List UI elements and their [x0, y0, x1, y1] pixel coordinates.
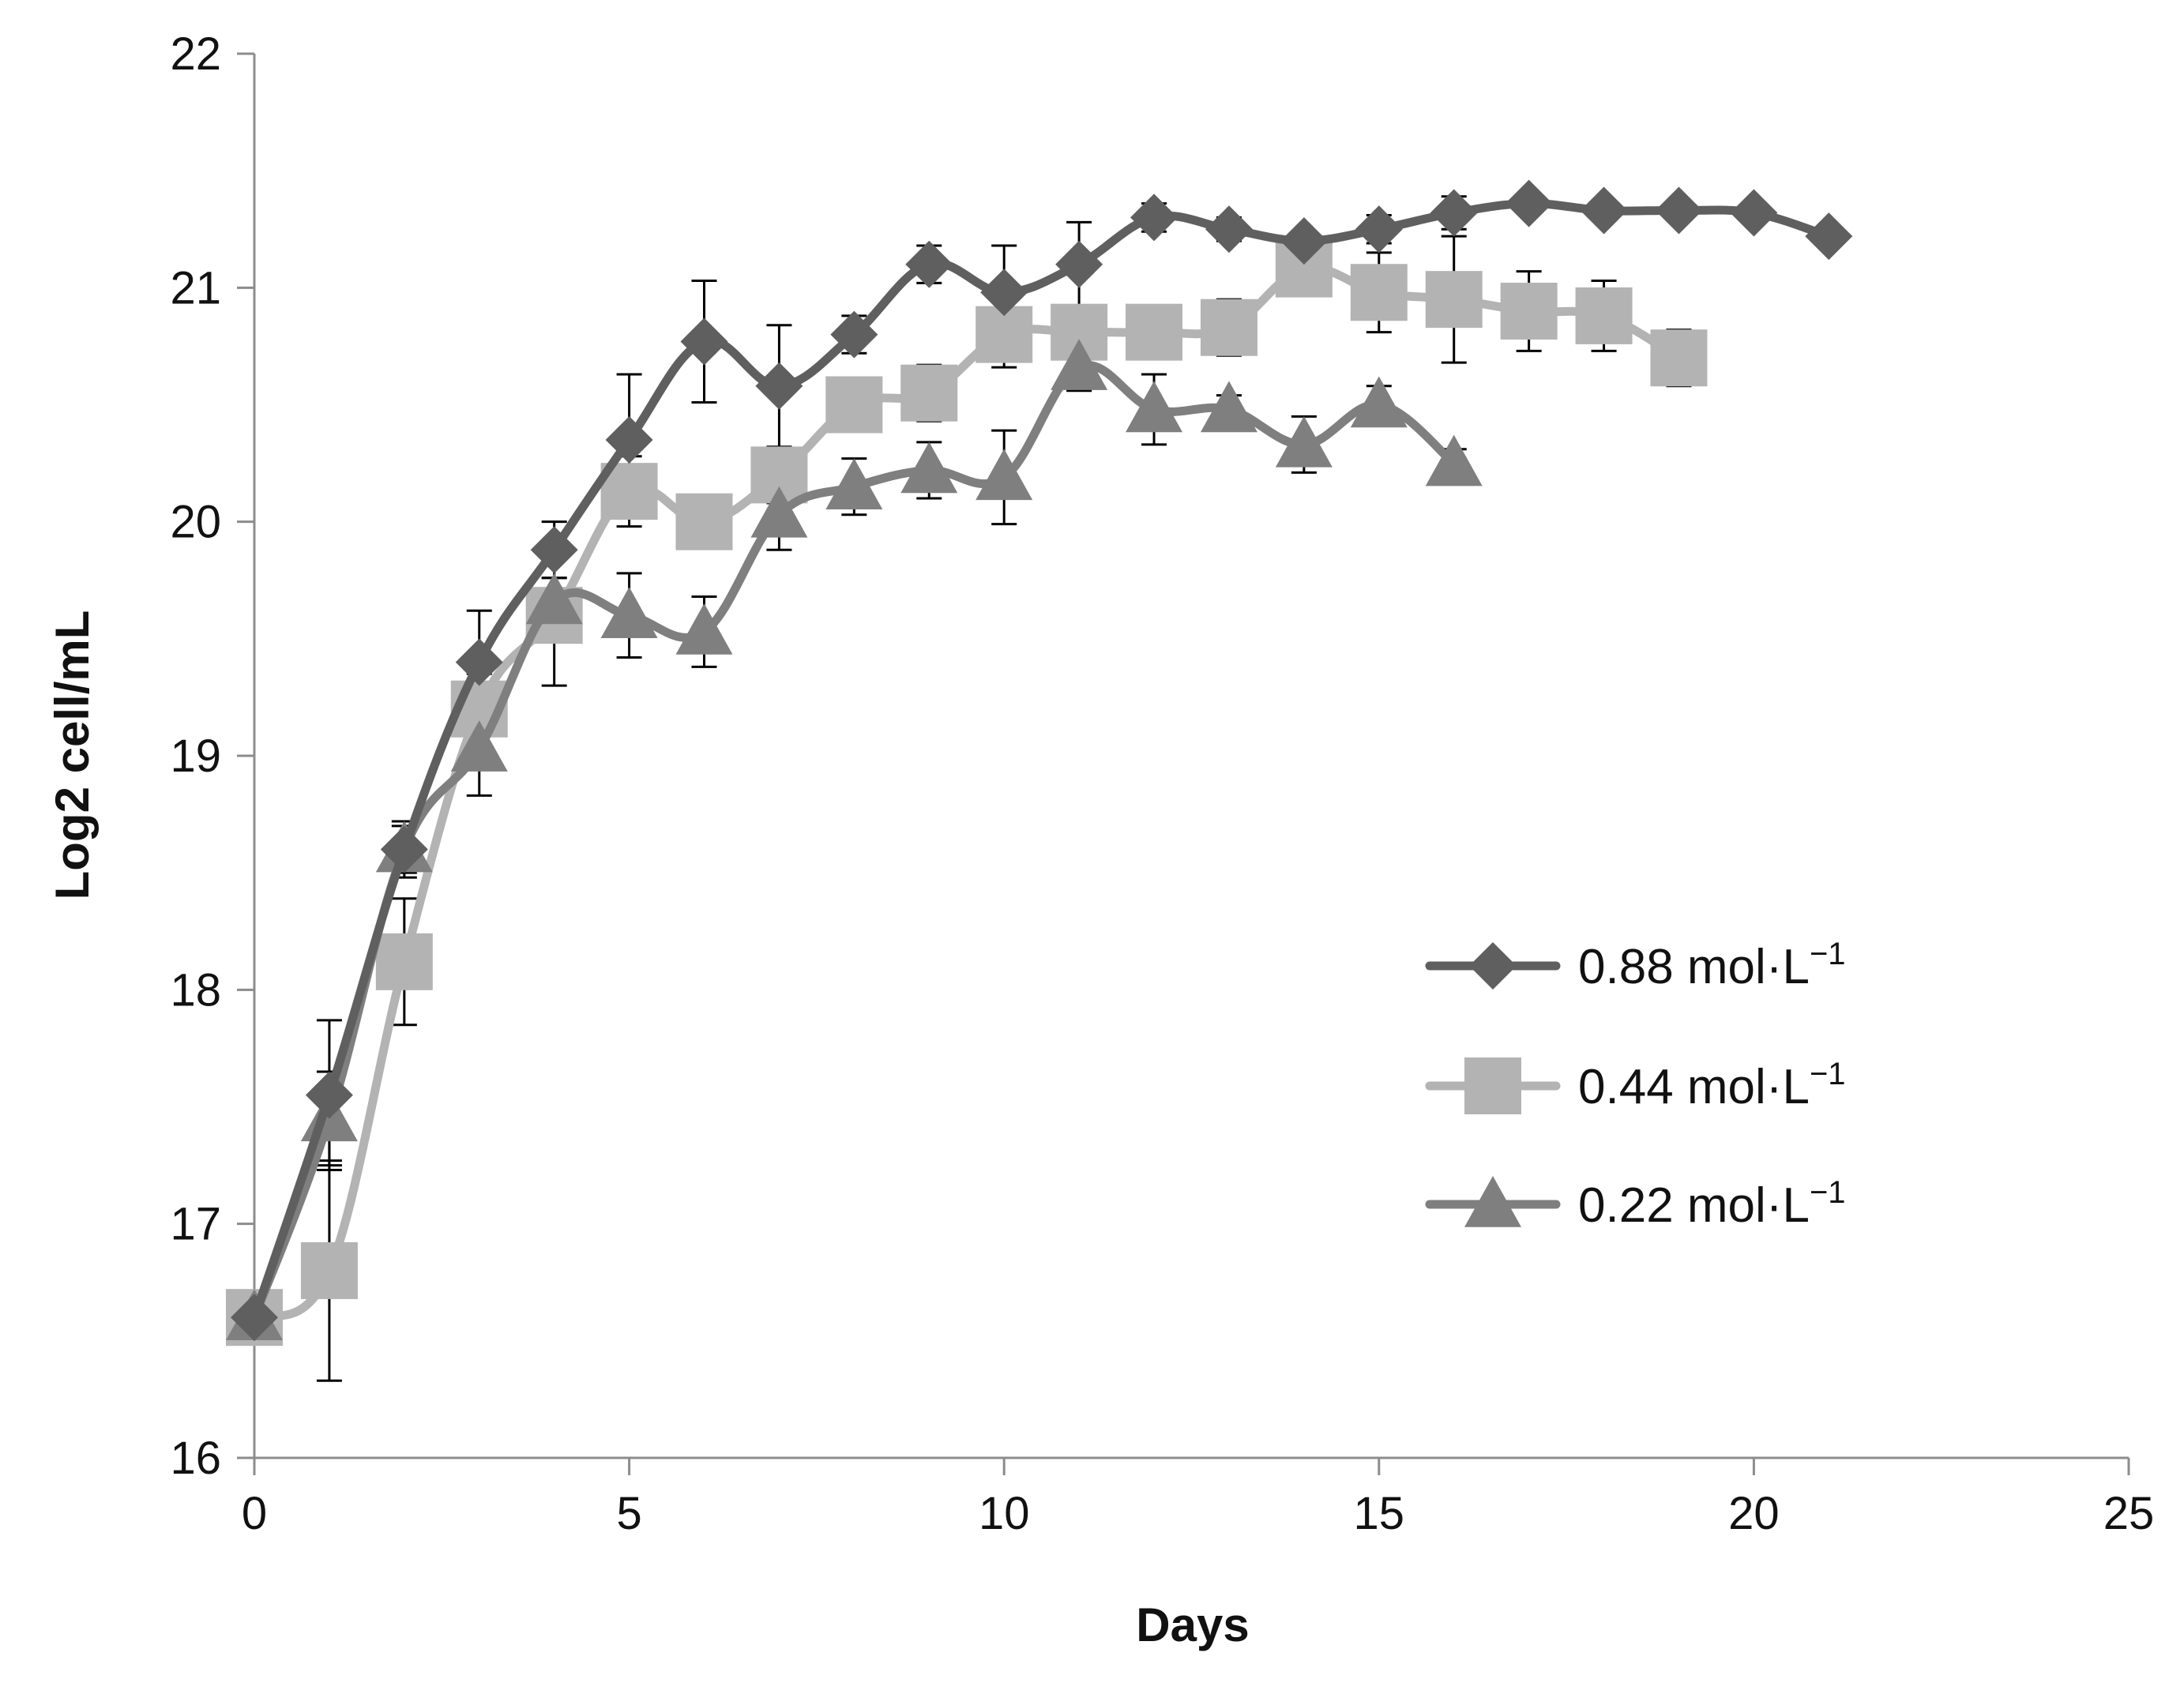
legend-marker [1469, 942, 1517, 990]
data-point [300, 1241, 358, 1299]
data-point [980, 269, 1028, 317]
x-tick-label: 10 [979, 1488, 1030, 1539]
legend-label: 0.22 mol·L−1 [1578, 1175, 1846, 1233]
x-tick-label: 20 [1728, 1488, 1780, 1539]
legend-item: 0.22 mol·L−1 [1425, 1175, 1846, 1233]
series-square [226, 240, 1708, 1347]
x-tick-label: 25 [2103, 1488, 2155, 1539]
x-tick-label: 15 [1354, 1488, 1405, 1539]
y-tick-label: 21 [170, 262, 221, 314]
data-point [675, 603, 733, 655]
data-point [530, 526, 578, 574]
legend-marker [1464, 1057, 1521, 1114]
x-tick-label: 0 [242, 1488, 267, 1539]
data-point [750, 486, 808, 538]
data-point [1580, 186, 1628, 235]
data-point [1350, 264, 1408, 321]
data-point [1055, 240, 1103, 288]
data-point [675, 493, 733, 550]
data-point [600, 587, 658, 638]
data-point [680, 317, 728, 366]
x-tick-label: 5 [616, 1488, 641, 1539]
data-point [1275, 415, 1333, 468]
data-point [900, 441, 958, 494]
legend-label: 0.44 mol·L−1 [1578, 1057, 1846, 1114]
data-point [1730, 189, 1778, 237]
y-tick-label: 16 [170, 1433, 221, 1484]
axes: 16 17 18 19 20 21 22 0 5 10 15 20 25 [170, 28, 2154, 1539]
y-axis-title: Log2 cell/mL [46, 610, 99, 900]
data-point [1505, 179, 1553, 227]
data-point [1200, 381, 1257, 433]
legend-label: 0.88 mol·L−1 [1578, 937, 1846, 994]
data-point [1130, 193, 1178, 242]
data-point [1500, 282, 1558, 340]
data-point [455, 638, 503, 686]
data-point [1575, 287, 1633, 344]
data-point [605, 415, 653, 464]
data-point [1280, 217, 1328, 265]
data-point [525, 573, 583, 625]
data-point [830, 310, 878, 359]
legend: 0.88 mol·L−1 0.44 mol·L−1 0.22 mol·L−1 [1425, 937, 1846, 1233]
series-layer [226, 179, 1853, 1347]
data-point [1655, 186, 1703, 235]
legend-item: 0.44 mol·L−1 [1425, 1057, 1846, 1114]
y-tick-label: 18 [170, 964, 221, 1016]
data-point [1425, 271, 1483, 329]
data-point [450, 720, 508, 772]
data-point [1051, 339, 1108, 390]
data-point [1205, 205, 1253, 254]
y-tick-label: 19 [170, 731, 221, 782]
y-tick-label: 22 [170, 28, 221, 80]
data-point [305, 1071, 353, 1119]
data-point [1350, 376, 1408, 428]
series-line [250, 263, 1683, 1322]
data-point [231, 1294, 278, 1342]
data-point [1425, 434, 1483, 486]
data-point [825, 376, 883, 434]
data-point [825, 458, 883, 510]
data-point [1200, 299, 1257, 356]
data-point [1126, 303, 1183, 361]
y-tick-label: 20 [170, 497, 221, 548]
data-point [1805, 212, 1853, 261]
series-diamond [231, 179, 1853, 1342]
data-point [1430, 189, 1478, 237]
legend-marker [1464, 1176, 1521, 1227]
data-point [1126, 381, 1183, 433]
data-point [1650, 329, 1708, 387]
y-tick-label: 17 [170, 1199, 221, 1250]
x-axis-title: Days [1136, 1598, 1249, 1651]
data-point [380, 825, 428, 873]
data-point [375, 933, 433, 990]
legend-item: 0.88 mol·L−1 [1425, 937, 1846, 994]
data-point [755, 362, 803, 410]
data-point [900, 364, 958, 422]
data-point [905, 240, 953, 288]
data-point [1355, 205, 1403, 254]
data-point [975, 449, 1033, 501]
